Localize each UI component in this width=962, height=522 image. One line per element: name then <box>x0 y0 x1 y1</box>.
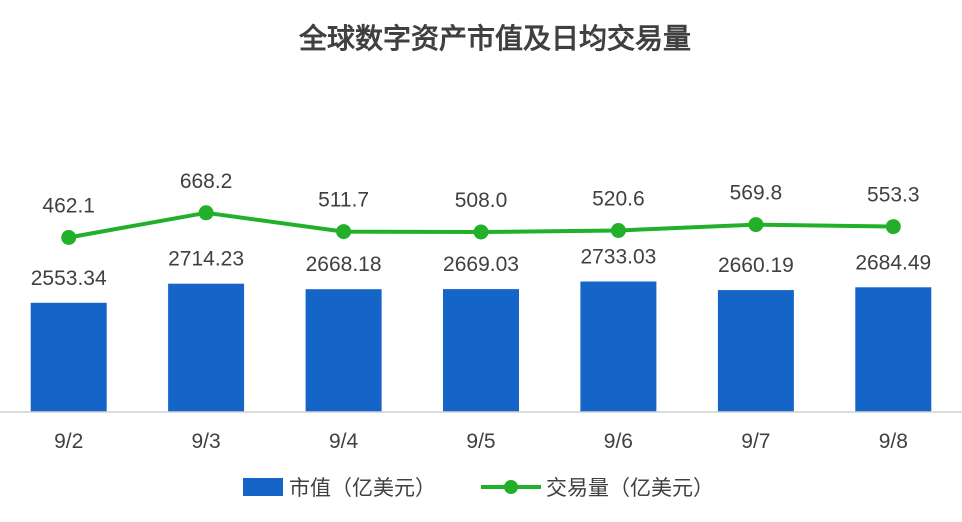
legend: 市值（亿美元） 交易量（亿美元） <box>243 476 714 500</box>
x-tick-5: 9/6 <box>604 430 633 453</box>
bar-7 <box>855 287 932 412</box>
x-tick-2: 9/3 <box>191 430 220 453</box>
chart-title: 全球数字资产市值及日均交易量 <box>298 22 691 55</box>
bar-label-4: 2669.03 <box>443 253 519 276</box>
bar-label-6: 2660.19 <box>718 254 794 277</box>
legend-label-volume: 交易量（亿美元） <box>546 476 714 500</box>
bar-label-1: 2553.34 <box>31 267 107 290</box>
x-axis-ticks: 9/2 9/3 9/4 9/5 9/6 9/7 9/8 <box>54 430 908 453</box>
line-point-4 <box>473 224 489 240</box>
line-label-2: 668.2 <box>180 170 233 193</box>
line-label-5: 520.6 <box>592 188 645 211</box>
x-tick-6: 9/7 <box>741 430 770 453</box>
line-label-4: 508.0 <box>455 189 508 212</box>
line-point-7 <box>885 219 901 235</box>
line-label-7: 553.3 <box>867 184 920 207</box>
bar-label-7: 2684.49 <box>855 251 931 274</box>
x-tick-7: 9/8 <box>879 430 908 453</box>
line-label-3: 511.7 <box>318 189 369 212</box>
bar-label-5: 2733.03 <box>580 246 656 269</box>
x-tick-1: 9/2 <box>54 430 83 453</box>
line-point-1 <box>61 230 77 245</box>
bar-series: 2553.34 2714.23 2668.18 2669.03 2733.03 2660.… <box>30 246 932 412</box>
bar-3 <box>305 289 382 412</box>
bar-1 <box>30 302 107 412</box>
x-tick-3: 9/4 <box>329 430 359 453</box>
line-point-3 <box>336 224 352 240</box>
bar-4 <box>443 289 519 412</box>
line-label-6: 569.8 <box>730 182 783 205</box>
legend-label-market-cap: 市值（亿美元） <box>289 476 436 500</box>
bar-6 <box>717 290 794 412</box>
legend-swatch-bar <box>243 478 283 496</box>
bar-label-3: 2668.18 <box>306 253 382 276</box>
line-point-5 <box>610 223 626 238</box>
bar-label-2: 2714.23 <box>168 248 244 271</box>
x-tick-4: 9/5 <box>466 430 495 453</box>
line-label-1: 462.1 <box>42 195 95 218</box>
line-series: 462.1 668.2 511.7 508.0 520.6 569.8 553.3 <box>42 170 920 245</box>
bar-2 <box>168 283 245 412</box>
line-point-2 <box>198 205 214 221</box>
bar-5 <box>580 281 657 412</box>
legend-swatch-marker <box>504 480 518 494</box>
line-point-6 <box>748 217 764 233</box>
